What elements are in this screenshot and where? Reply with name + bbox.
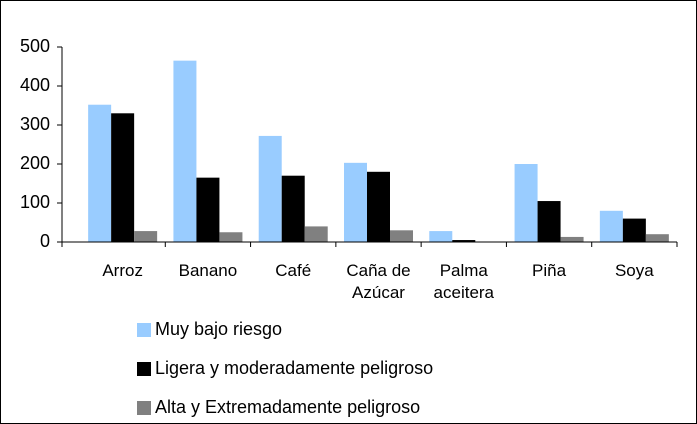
legend-label: Ligera y moderadamente peligroso — [155, 358, 433, 378]
bar — [173, 60, 197, 243]
legend-swatch — [137, 323, 151, 337]
bar — [88, 104, 112, 242]
bar — [134, 231, 158, 242]
x-tick-label: Soya — [614, 261, 654, 280]
bar — [645, 234, 669, 242]
y-tick-label: 500 — [20, 36, 50, 56]
bar — [560, 236, 584, 242]
bar — [537, 201, 561, 242]
bar — [367, 171, 390, 242]
legend-swatch — [137, 401, 151, 415]
bar — [622, 218, 646, 242]
y-tick-label: 400 — [20, 75, 50, 95]
legend-swatch — [137, 362, 151, 376]
bar — [390, 230, 413, 242]
bar — [258, 135, 282, 242]
bar — [196, 177, 220, 242]
bar — [452, 240, 476, 242]
legend-label: Muy bajo riesgo — [155, 319, 282, 339]
bar — [599, 210, 623, 242]
x-tick-label: Banano — [178, 261, 238, 280]
x-tick-label: Café — [275, 261, 312, 280]
legend-label: Alta y Extremadamente peligroso — [155, 397, 420, 417]
y-tick-label: 0 — [40, 231, 50, 251]
x-tick-label: Arroz — [102, 261, 143, 280]
bar — [304, 226, 328, 242]
bar — [281, 175, 305, 242]
bar — [429, 231, 453, 242]
bar — [514, 164, 538, 242]
x-tick-label: Caña de Azúcar — [346, 261, 411, 302]
x-tick-label: Palma aceitera — [433, 261, 495, 302]
x-tick-label: Piña — [532, 261, 567, 280]
bar — [219, 232, 243, 242]
y-tick-label: 200 — [20, 153, 50, 173]
y-tick-label: 100 — [20, 192, 50, 212]
bar — [111, 113, 135, 242]
y-tick-label: 300 — [20, 114, 50, 134]
bar — [344, 162, 367, 242]
